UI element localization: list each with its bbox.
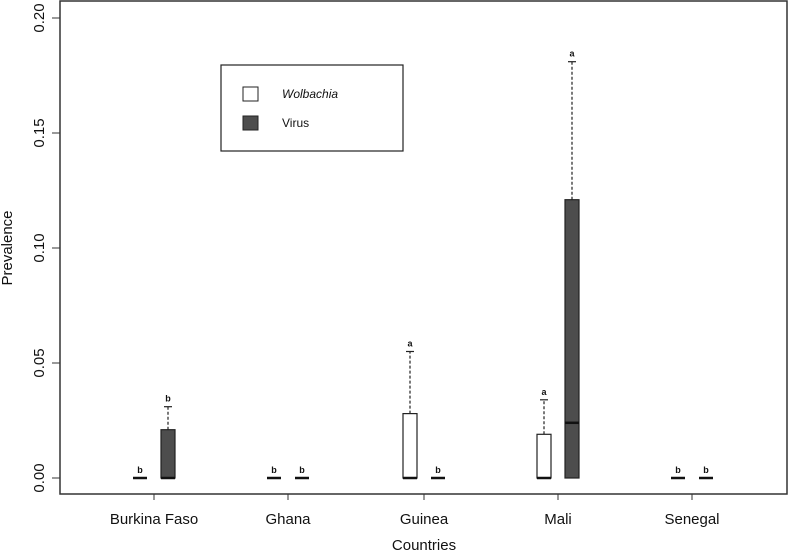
significance-letter: a [407, 339, 413, 349]
significance-letter: b [165, 394, 171, 404]
y-axis: 0.00 0.05 0.10 0.15 0.20 [31, 3, 60, 493]
legend-swatch-virus [242, 115, 259, 131]
box-virus-ghana: b [295, 465, 309, 480]
significance-letter: b [299, 465, 305, 475]
y-tick-label: 0.05 [31, 348, 48, 377]
x-tick-label: Senegal [664, 511, 719, 528]
significance-letter: b [271, 465, 277, 475]
box-wolbachia-mali: a [536, 387, 552, 480]
x-tick-label: Ghana [265, 511, 311, 528]
x-tick-label: Guinea [400, 511, 449, 528]
y-axis-title: Prevalence [0, 210, 16, 285]
significance-letter: a [569, 49, 575, 59]
significance-letter: b [137, 465, 143, 475]
significance-letter: b [435, 465, 441, 475]
legend-box [220, 64, 404, 152]
plot-frame [59, 0, 788, 495]
x-tick-label: Burkina Faso [110, 511, 198, 528]
box-wolbachia-senegal: b [671, 465, 685, 480]
legend-label-wolbachia: Wolbachia [282, 87, 338, 101]
box-virus-senegal: b [699, 465, 713, 480]
box-virus-burkina-faso: b [160, 394, 176, 480]
box-virus-guinea: b [431, 465, 445, 480]
significance-letter: b [675, 465, 681, 475]
legend-label-virus: Virus [282, 116, 309, 130]
x-axis-title: Countries [392, 537, 456, 554]
y-tick-label: 0.10 [31, 233, 48, 262]
box-wolbachia-burkina-faso: b [133, 465, 147, 480]
y-tick-label: 0.20 [31, 3, 48, 32]
box-series: b b a a b b b b a b [133, 49, 713, 480]
significance-letter: a [541, 387, 547, 397]
box-virus-mali: a [564, 49, 580, 479]
significance-letter: b [703, 465, 709, 475]
legend-swatch-wolbachia [242, 86, 259, 102]
x-axis: Burkina Faso Ghana Guinea Mali Senegal [110, 494, 720, 528]
y-tick-label: 0.15 [31, 118, 48, 147]
box-wolbachia-guinea: a [402, 339, 418, 480]
plot-border [59, 0, 788, 495]
y-tick-label: 0.00 [31, 463, 48, 492]
x-tick-label: Mali [544, 511, 572, 528]
legend: Wolbachia Virus [220, 64, 404, 152]
box-wolbachia-ghana: b [267, 465, 281, 480]
